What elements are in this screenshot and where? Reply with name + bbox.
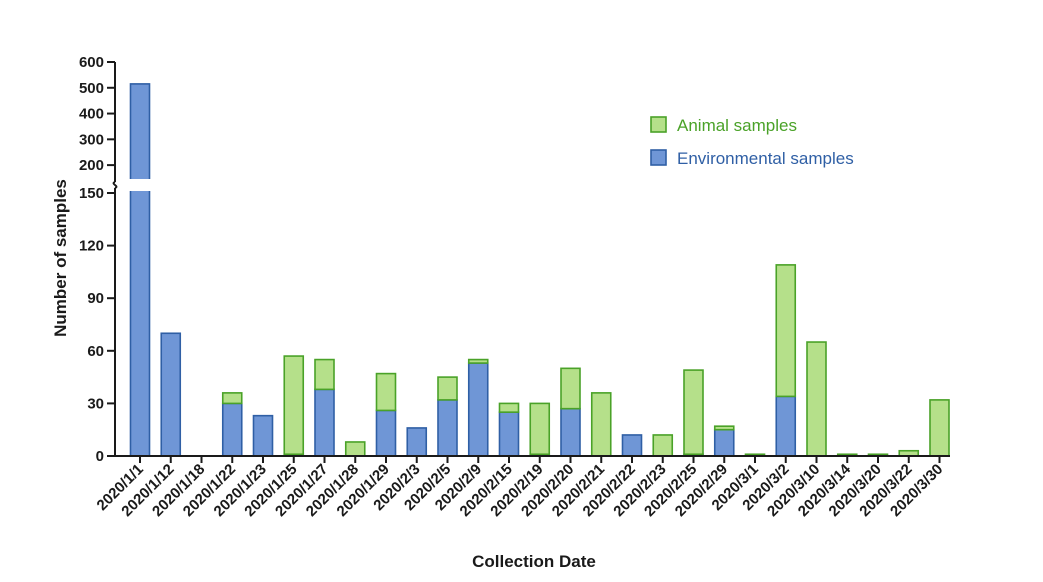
bar-animal-6 bbox=[314, 358, 335, 391]
y-tick-label-300: 300 bbox=[79, 131, 104, 148]
y-tick-label-30: 30 bbox=[87, 395, 104, 412]
y-tick-label-60: 60 bbox=[87, 343, 104, 360]
y-axis-break-mark bbox=[112, 181, 118, 189]
bar-environmental-14 bbox=[560, 407, 581, 457]
bar-environmental-10 bbox=[437, 399, 458, 457]
bar-animal-21 bbox=[775, 264, 797, 398]
legend-label-1: Environmental samples bbox=[677, 149, 854, 168]
y-tick-label-150: 150 bbox=[79, 185, 104, 202]
legend-label-0: Animal samples bbox=[677, 116, 797, 135]
bar-animal-3 bbox=[221, 392, 243, 405]
bar-environmental-6 bbox=[314, 388, 335, 457]
y-axis-title: Number of samples bbox=[51, 179, 70, 337]
bar-environmental-19 bbox=[713, 428, 735, 457]
bar-animal-18 bbox=[683, 369, 704, 456]
legend-swatch-1 bbox=[650, 149, 667, 166]
legend: Animal samples Environmental samples bbox=[650, 116, 854, 168]
bar-animal-26 bbox=[929, 399, 950, 457]
bar-animal-7 bbox=[344, 441, 366, 457]
bar-animal-11 bbox=[467, 358, 489, 364]
bar-environmental-12 bbox=[498, 411, 520, 457]
bars-layer bbox=[128, 83, 950, 457]
bar-animal-5 bbox=[283, 355, 305, 456]
bar-environmental-11 bbox=[467, 362, 489, 457]
y-tick-label-120: 120 bbox=[79, 238, 104, 255]
y-tick-label-500: 500 bbox=[79, 80, 104, 97]
y-tick-label-0: 0 bbox=[96, 448, 104, 465]
y-tick-label-400: 400 bbox=[79, 106, 104, 123]
bar-environmental-4 bbox=[252, 414, 274, 457]
bar-environmental-16 bbox=[621, 434, 643, 457]
y-tick-label-600: 600 bbox=[79, 54, 104, 71]
bar-animal-10 bbox=[437, 376, 458, 401]
bar-environmental-1 bbox=[160, 332, 182, 457]
bar-animal-22 bbox=[806, 341, 827, 457]
bar-environmental-9 bbox=[406, 427, 428, 457]
bar-animal-14 bbox=[560, 367, 581, 410]
bar-animal-8 bbox=[375, 372, 397, 412]
x-axis-title: Collection Date bbox=[472, 552, 596, 571]
legend-swatch-0 bbox=[650, 116, 667, 133]
bar-environmental-0 bbox=[129, 83, 151, 457]
bar-environmental-21 bbox=[775, 395, 797, 457]
bar-animal-19 bbox=[713, 425, 735, 431]
bar-environmental-8 bbox=[375, 409, 397, 457]
bar-animal-12 bbox=[498, 402, 520, 413]
bar-animal-15 bbox=[590, 392, 612, 457]
bar-environmental-3 bbox=[221, 402, 243, 457]
bar-animal-17 bbox=[652, 434, 674, 457]
bar-animal-13 bbox=[529, 402, 551, 456]
axis-break-gap-0 bbox=[128, 179, 152, 191]
y-tick-label-90: 90 bbox=[87, 290, 104, 307]
y-tick-label-200: 200 bbox=[79, 157, 104, 174]
